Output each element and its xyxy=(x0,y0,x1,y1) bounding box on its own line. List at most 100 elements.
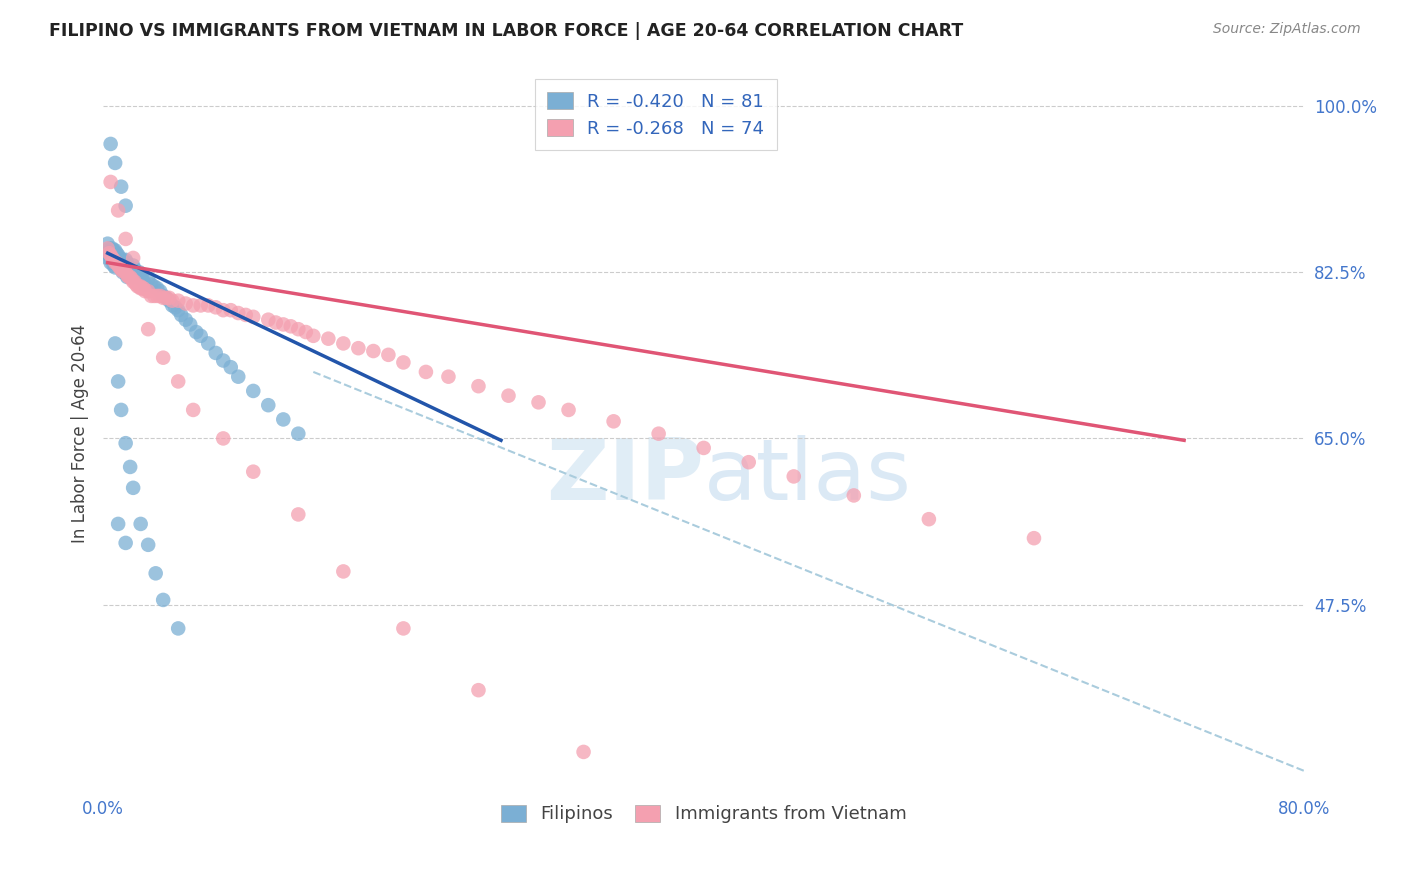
Point xyxy=(103,244,125,258)
Point xyxy=(98,242,121,256)
Point xyxy=(572,745,595,759)
Point xyxy=(392,355,415,369)
Point xyxy=(122,251,145,265)
Point xyxy=(134,277,156,292)
Point xyxy=(121,265,143,279)
Point xyxy=(141,289,163,303)
Point xyxy=(1022,531,1045,545)
Point xyxy=(97,236,120,251)
Point xyxy=(108,258,131,272)
Point xyxy=(104,336,127,351)
Point xyxy=(167,303,190,318)
Point xyxy=(127,269,149,284)
Point xyxy=(107,375,129,389)
Point xyxy=(302,328,325,343)
Point xyxy=(204,346,226,360)
Point xyxy=(104,156,127,170)
Point xyxy=(108,260,131,275)
Point xyxy=(129,516,152,531)
Point xyxy=(170,308,193,322)
Point xyxy=(132,281,155,295)
Point xyxy=(437,369,460,384)
Point xyxy=(160,298,183,312)
Text: Source: ZipAtlas.com: Source: ZipAtlas.com xyxy=(1213,22,1361,37)
Point xyxy=(100,244,122,258)
Point xyxy=(918,512,941,526)
Point xyxy=(124,275,146,289)
Point xyxy=(197,298,219,312)
Point xyxy=(105,255,128,269)
Point xyxy=(111,252,134,267)
Point xyxy=(110,262,132,277)
Point xyxy=(114,536,136,550)
Point xyxy=(111,264,134,278)
Point xyxy=(100,248,122,262)
Text: FILIPINO VS IMMIGRANTS FROM VIETNAM IN LABOR FORCE | AGE 20-64 CORRELATION CHART: FILIPINO VS IMMIGRANTS FROM VIETNAM IN L… xyxy=(49,22,963,40)
Point xyxy=(105,255,128,269)
Point xyxy=(363,344,385,359)
Point xyxy=(332,565,354,579)
Point xyxy=(167,622,190,636)
Point xyxy=(219,303,242,318)
Point xyxy=(143,289,166,303)
Point xyxy=(112,262,135,277)
Point xyxy=(114,436,136,450)
Point xyxy=(125,265,148,279)
Point xyxy=(467,683,489,698)
Point xyxy=(197,336,219,351)
Point xyxy=(121,272,143,286)
Point xyxy=(107,259,129,273)
Point xyxy=(242,465,264,479)
Legend: Filipinos, Immigrants from Vietnam: Filipinos, Immigrants from Vietnam xyxy=(491,794,917,834)
Point xyxy=(190,328,212,343)
Point xyxy=(377,348,399,362)
Point xyxy=(97,246,120,260)
Point xyxy=(141,277,163,292)
Point xyxy=(104,244,127,258)
Point xyxy=(122,269,145,284)
Point xyxy=(143,279,166,293)
Point xyxy=(257,398,280,412)
Point xyxy=(122,275,145,289)
Point xyxy=(115,268,138,282)
Point xyxy=(100,255,122,269)
Point xyxy=(174,296,197,310)
Point xyxy=(226,369,249,384)
Point xyxy=(152,289,174,303)
Point xyxy=(107,203,129,218)
Point xyxy=(212,353,235,368)
Point xyxy=(145,566,167,581)
Point xyxy=(136,322,159,336)
Point xyxy=(110,252,132,267)
Point xyxy=(122,481,145,495)
Point xyxy=(136,284,159,298)
Point xyxy=(120,459,142,474)
Point xyxy=(415,365,437,379)
Text: atlas: atlas xyxy=(703,435,911,518)
Point xyxy=(101,251,124,265)
Point xyxy=(155,291,177,305)
Point xyxy=(179,318,201,332)
Point xyxy=(212,432,235,446)
Point xyxy=(264,316,287,330)
Point xyxy=(107,252,129,267)
Point xyxy=(97,251,120,265)
Point xyxy=(295,325,318,339)
Point xyxy=(100,251,122,265)
Point xyxy=(114,252,136,267)
Point xyxy=(332,336,354,351)
Point xyxy=(692,441,714,455)
Point xyxy=(204,301,226,315)
Point xyxy=(103,251,125,265)
Point xyxy=(120,269,142,284)
Point xyxy=(97,242,120,256)
Point xyxy=(647,426,669,441)
Point xyxy=(738,455,761,469)
Point xyxy=(602,414,624,428)
Point xyxy=(122,259,145,273)
Point xyxy=(114,199,136,213)
Point xyxy=(112,255,135,269)
Point xyxy=(527,395,550,409)
Point xyxy=(115,269,138,284)
Point xyxy=(129,269,152,284)
